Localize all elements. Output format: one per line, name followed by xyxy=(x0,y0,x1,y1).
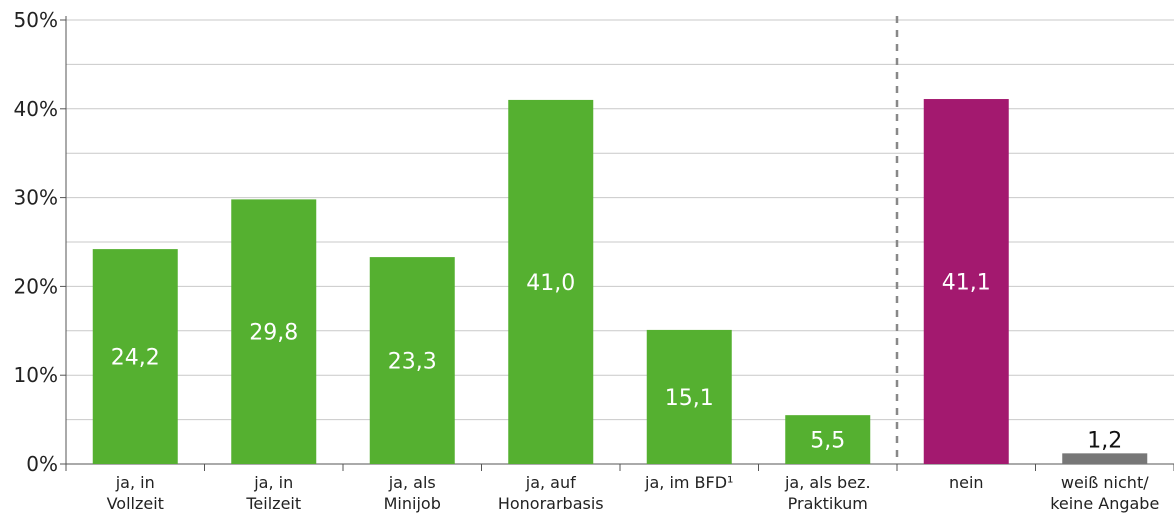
category-labels: ja, in Vollzeit ja, in Teilzeit ja, als Minij… xyxy=(107,473,1160,513)
category-label: ja, als bez. Praktikum xyxy=(784,473,871,513)
bar xyxy=(369,257,455,464)
y-tick-label: 20% xyxy=(14,274,58,298)
category-label: nein xyxy=(949,473,984,492)
category-label-line: ja, als xyxy=(388,473,436,492)
y-tick-label: 10% xyxy=(14,363,58,387)
category-label-line: Honorarbasis xyxy=(498,494,604,513)
category-label-line: Minijob xyxy=(384,494,441,513)
category-label-line: ja, in xyxy=(115,473,155,492)
category-label-line: ja, im BFD¹ xyxy=(644,473,733,492)
y-tick-label: 40% xyxy=(14,97,58,121)
category-label-line: Teilzeit xyxy=(245,494,301,513)
bars xyxy=(92,99,1148,465)
category-label: ja, in Vollzeit xyxy=(107,473,164,513)
y-tick-label: 30% xyxy=(14,186,58,210)
category-label: ja, als Minijob xyxy=(384,473,441,513)
category-label-line: ja, in xyxy=(253,473,293,492)
x-axis-ticks xyxy=(65,464,1174,471)
value-label: 15,1 xyxy=(665,386,714,411)
bar xyxy=(231,199,317,464)
category-label-line: ja, auf xyxy=(525,473,576,492)
category-label: ja, in Teilzeit xyxy=(245,473,301,513)
bar xyxy=(92,249,178,464)
value-labels: 24,2 29,8 23,3 41,0 15,1 5,5 41,1 1,2 xyxy=(111,271,1122,454)
category-label-line: ja, als bez. xyxy=(784,473,871,492)
category-label: weiß nicht/keine Angabe xyxy=(1050,473,1159,513)
value-label: 23,3 xyxy=(388,350,437,375)
value-label: 41,1 xyxy=(942,271,991,296)
category-label-line: nein xyxy=(949,473,984,492)
y-axis-tick-labels: 0% 10% 20% 30% 40% 50% xyxy=(14,8,66,476)
bar xyxy=(923,99,1009,465)
bar xyxy=(785,415,871,464)
y-tick-label: 50% xyxy=(14,8,58,32)
bar xyxy=(508,99,594,465)
value-label: 41,0 xyxy=(526,271,575,296)
y-tick-label: 0% xyxy=(26,452,58,476)
category-label: ja, im BFD¹ xyxy=(644,473,733,492)
category-label-line: keine Angabe xyxy=(1050,494,1159,513)
category-label-line: weiß nicht/ xyxy=(1061,473,1149,492)
bar xyxy=(1062,453,1148,464)
value-label: 5,5 xyxy=(810,429,845,454)
value-label: 1,2 xyxy=(1087,428,1122,453)
bar xyxy=(646,329,732,464)
category-label: ja, auf Honorarbasis xyxy=(498,473,604,513)
value-label: 29,8 xyxy=(249,321,298,346)
value-label: 24,2 xyxy=(111,346,160,371)
category-label-line: Praktikum xyxy=(788,494,868,513)
category-label-line: Vollzeit xyxy=(107,494,164,513)
